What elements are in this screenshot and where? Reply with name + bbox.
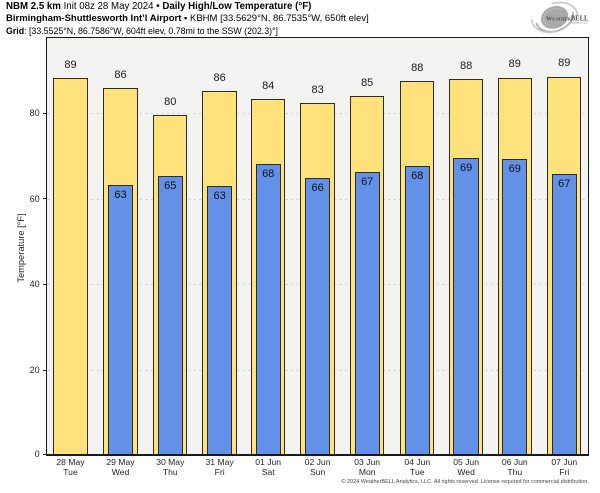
svg-text:Analytics LLC: Analytics LLC (570, 20, 588, 24)
svg-text:BELL: BELL (571, 15, 589, 23)
svg-text:WEATHER: WEATHER (546, 17, 572, 23)
